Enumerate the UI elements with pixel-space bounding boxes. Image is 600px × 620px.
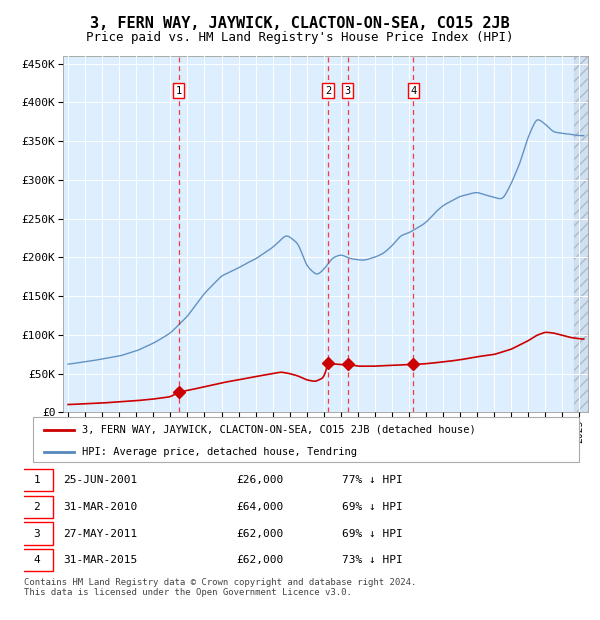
Text: 69% ↓ HPI: 69% ↓ HPI <box>342 528 403 539</box>
Bar <box>574 56 588 412</box>
Text: 4: 4 <box>410 86 416 95</box>
FancyBboxPatch shape <box>33 417 579 462</box>
Text: 1: 1 <box>34 475 40 485</box>
FancyBboxPatch shape <box>20 549 53 571</box>
Text: 25-JUN-2001: 25-JUN-2001 <box>63 475 137 485</box>
Text: £64,000: £64,000 <box>236 502 283 512</box>
Text: 3, FERN WAY, JAYWICK, CLACTON-ON-SEA, CO15 2JB: 3, FERN WAY, JAYWICK, CLACTON-ON-SEA, CO… <box>90 16 510 30</box>
Text: HPI: Average price, detached house, Tendring: HPI: Average price, detached house, Tend… <box>82 447 357 457</box>
Text: 1: 1 <box>175 86 182 95</box>
Text: Price paid vs. HM Land Registry's House Price Index (HPI): Price paid vs. HM Land Registry's House … <box>86 31 514 44</box>
Text: 2: 2 <box>325 86 331 95</box>
Text: 73% ↓ HPI: 73% ↓ HPI <box>342 555 403 565</box>
Text: 77% ↓ HPI: 77% ↓ HPI <box>342 475 403 485</box>
Text: £62,000: £62,000 <box>236 528 283 539</box>
Text: 69% ↓ HPI: 69% ↓ HPI <box>342 502 403 512</box>
Text: 31-MAR-2015: 31-MAR-2015 <box>63 555 137 565</box>
Text: 2: 2 <box>34 502 40 512</box>
Text: 31-MAR-2010: 31-MAR-2010 <box>63 502 137 512</box>
Text: Contains HM Land Registry data © Crown copyright and database right 2024.
This d: Contains HM Land Registry data © Crown c… <box>24 578 416 597</box>
FancyBboxPatch shape <box>20 469 53 491</box>
Text: 3, FERN WAY, JAYWICK, CLACTON-ON-SEA, CO15 2JB (detached house): 3, FERN WAY, JAYWICK, CLACTON-ON-SEA, CO… <box>82 425 476 435</box>
FancyBboxPatch shape <box>20 523 53 544</box>
Text: 3: 3 <box>344 86 351 95</box>
Text: 4: 4 <box>34 555 40 565</box>
Text: £26,000: £26,000 <box>236 475 283 485</box>
Text: 27-MAY-2011: 27-MAY-2011 <box>63 528 137 539</box>
Text: £62,000: £62,000 <box>236 555 283 565</box>
FancyBboxPatch shape <box>20 496 53 518</box>
Text: 3: 3 <box>34 528 40 539</box>
